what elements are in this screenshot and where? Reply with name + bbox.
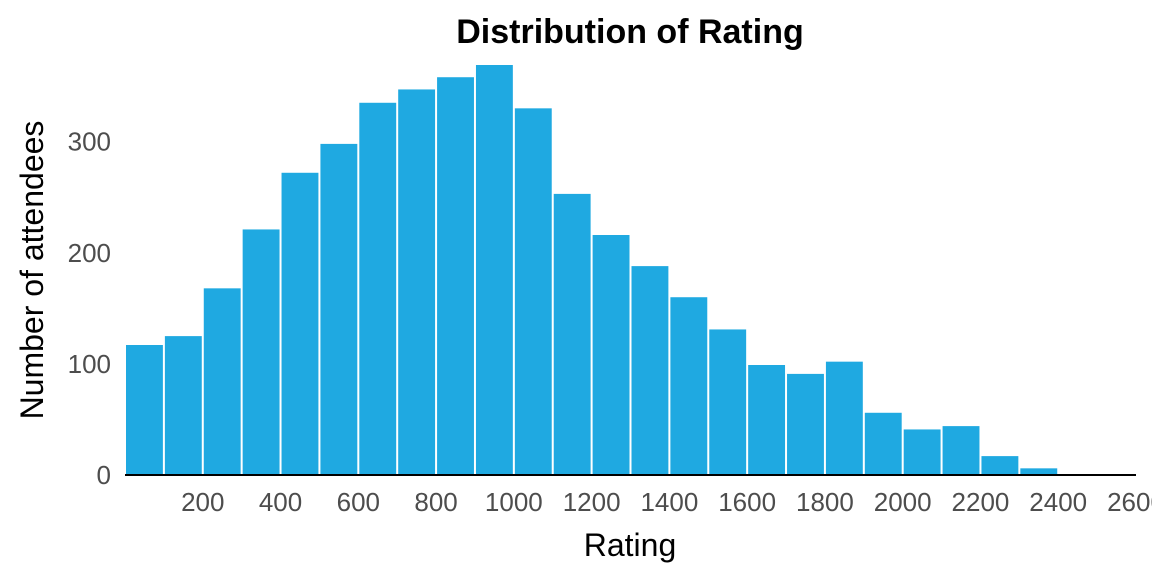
bar-200 <box>203 288 241 475</box>
y-tick-label: 100 <box>68 349 111 379</box>
y-tick-label: 200 <box>68 238 111 268</box>
x-tick-label: 1200 <box>563 487 621 517</box>
bar-700 <box>398 89 436 475</box>
bar-300 <box>242 229 280 475</box>
bar-2100 <box>942 426 980 475</box>
bar-400 <box>281 172 319 475</box>
bar-1000 <box>514 108 552 475</box>
bar-1600 <box>748 365 786 475</box>
x-tick-label: 600 <box>337 487 380 517</box>
bar-1400 <box>670 297 708 475</box>
x-tick-label: 1600 <box>718 487 776 517</box>
bar-900 <box>475 65 513 475</box>
x-tick-labels: 200 400 600 800 1000 1200 1400 1600 1800 2000 2200… <box>181 487 1152 517</box>
bar-500 <box>320 143 358 475</box>
x-tick-label: 1800 <box>796 487 854 517</box>
y-tick-label: 0 <box>97 460 111 490</box>
x-tick-label: 1400 <box>640 487 698 517</box>
x-axis-title: Rating <box>584 527 677 563</box>
bar-1300 <box>631 266 669 475</box>
bar-2300 <box>1020 468 1058 475</box>
y-tick-labels: 0 100 200 300 <box>68 127 111 490</box>
y-tick-label: 300 <box>68 127 111 157</box>
x-tick-label: 2400 <box>1029 487 1087 517</box>
bar-1500 <box>709 329 747 475</box>
x-tick-label: 1000 <box>485 487 543 517</box>
bar-100 <box>164 336 202 475</box>
bar-1100 <box>553 193 591 475</box>
x-tick-label: 800 <box>414 487 457 517</box>
x-tick-label: 2200 <box>952 487 1010 517</box>
bar-0 <box>126 345 163 475</box>
bar-2200 <box>981 456 1019 475</box>
bar-600 <box>359 102 397 476</box>
bar-1900 <box>864 412 902 475</box>
bar-800 <box>437 77 474 475</box>
x-tick-label: 200 <box>181 487 224 517</box>
x-tick-label: 400 <box>259 487 302 517</box>
bar-1800 <box>825 361 863 475</box>
bar-1200 <box>592 235 630 475</box>
x-tick-label: 2000 <box>874 487 932 517</box>
bars-group <box>126 65 1058 476</box>
bar-2000 <box>903 429 941 475</box>
bar-1700 <box>787 373 824 475</box>
y-axis-title: Number of attendees <box>14 121 50 420</box>
chart-title: Distribution of Rating <box>456 13 804 51</box>
